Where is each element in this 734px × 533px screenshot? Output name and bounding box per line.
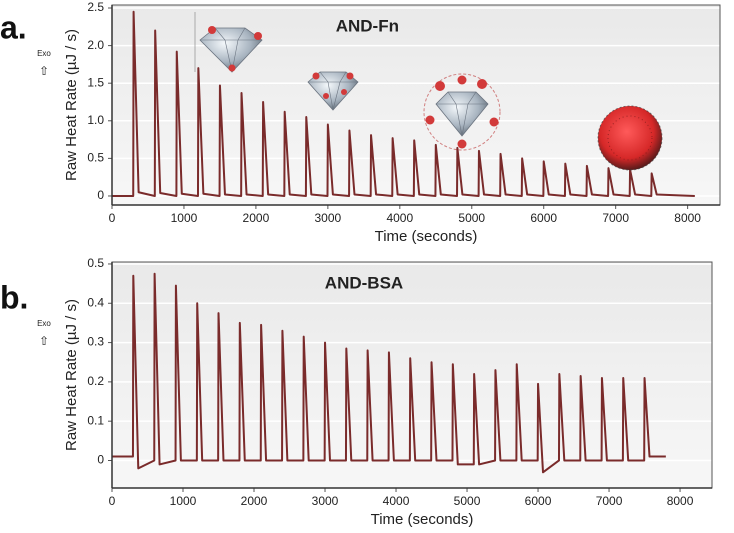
panel-label: b. [0,279,28,315]
data-line [112,10,695,197]
x-tick-label: 0 [109,494,116,508]
x-tick-label: 5000 [458,211,485,225]
y-tick-label: 2.0 [87,38,104,52]
particle-1 [199,26,263,73]
x-tick-label: 4000 [383,494,410,508]
charts: 0 0.5 1.0 1.5 2.0 2.5 0 1000 2000 3000 4000 5000 600… [0,0,721,528]
x-tick-label: 2000 [241,494,268,508]
x-tick-label: 8000 [667,494,694,508]
chart-title: AND-BSA [325,273,403,292]
y-tick-label: 1.0 [87,113,104,127]
x-tick-label: 6000 [525,494,552,508]
x-tick-label: 1000 [171,211,198,225]
panel-label: a. [0,9,27,45]
x-tick-label: 3000 [315,211,342,225]
particle-2 [307,71,359,111]
data-line [112,272,666,474]
y-tick-label: 0.4 [87,295,104,309]
y-tick-label: 1.5 [87,75,104,89]
x-axis-label: Time (seconds) [371,511,474,528]
y-tick-label: 0.1 [87,413,104,427]
x-tick-label: 4000 [386,211,413,225]
y-tick-label: 2.5 [87,0,104,14]
y-tick-label: 0 [97,188,104,202]
x-tick-label: 7000 [596,494,623,508]
y-tick-label: 0 [97,453,104,467]
y-tick-label: 0.2 [87,374,104,388]
x-tick-label: 6000 [530,211,557,225]
x-tick-label: 1000 [170,494,197,508]
exo-arrow: ⇧ [39,64,49,78]
exo-label: Exo [37,49,51,58]
x-tick-label: 5000 [454,494,481,508]
y-tick-label: 0.5 [87,151,104,165]
chart-title: AND-Fn [336,16,399,35]
y-axis-label: Raw Heat Rate (µJ / s) [63,299,80,451]
x-tick-label: 8000 [674,211,701,225]
chart-panel: 0 0.1 0.2 0.3 0.4 0.5 0 1000 2000 3000 4000 5000 600… [0,256,713,528]
y-tick-label: 0.3 [87,335,104,349]
particle-4 [597,105,663,171]
x-tick-label: 0 [109,211,116,225]
particle-3 [423,73,501,151]
x-tick-label: 3000 [312,494,339,508]
exo-arrow: ⇧ [39,334,49,348]
y-tick-label: 0.5 [87,256,104,270]
exo-label: Exo [37,319,51,328]
x-tick-label: 2000 [243,211,270,225]
x-tick-label: 7000 [602,211,629,225]
x-axis-label: Time (seconds) [375,228,478,245]
illustrations [194,12,663,171]
y-axis-label: Raw Heat Rate (µJ / s) [63,29,80,181]
